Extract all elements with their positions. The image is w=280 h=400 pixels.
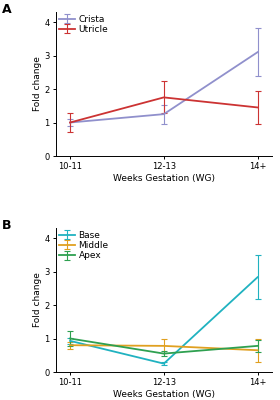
Text: B: B (2, 219, 11, 232)
Text: A: A (2, 3, 12, 16)
X-axis label: Weeks Gestation (WG): Weeks Gestation (WG) (113, 174, 215, 183)
Legend: Base, Middle, Apex: Base, Middle, Apex (58, 230, 109, 261)
Legend: Crista, Utricle: Crista, Utricle (58, 14, 109, 35)
X-axis label: Weeks Gestation (WG): Weeks Gestation (WG) (113, 390, 215, 399)
Y-axis label: Fold change: Fold change (32, 56, 42, 112)
Y-axis label: Fold change: Fold change (32, 272, 42, 328)
